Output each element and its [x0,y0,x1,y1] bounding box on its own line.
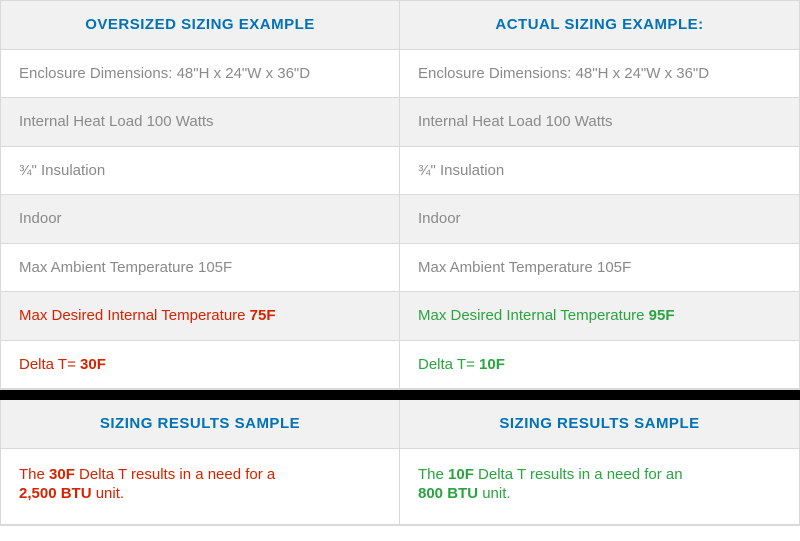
delta-prefix-left: Delta T= [19,356,80,373]
cell-indoor-left: Indoor [1,195,400,244]
row-results: The 30F Delta T results in a need for a … [1,449,799,525]
cell-heat-left: Internal Heat Load 100 Watts [1,98,400,147]
desired-prefix-left: Max Desired Internal Temperature [19,307,250,324]
res-left-2a: 2,500 BTU [19,485,92,502]
cell-dims-right: Enclosure Dimensions: 48"H x 24"W x 36"D [400,50,799,99]
cell-amb-left: Max Ambient Temperature 105F [1,244,400,293]
row-insulation: ¾" Insulation ¾" Insulation [1,147,799,196]
delta-value-left: 30F [80,356,106,373]
res-right-2b: unit. [478,485,511,502]
row-dimensions: Enclosure Dimensions: 48"H x 24"W x 36"D… [1,50,799,99]
sizing-comparison-table: OVERSIZED SIZING EXAMPLE ACTUAL SIZING E… [0,0,800,390]
row-heatload: Internal Heat Load 100 Watts Internal He… [1,98,799,147]
row-max-ambient: Max Ambient Temperature 105F Max Ambient… [1,244,799,293]
res-left-1c: Delta T results in a need for a [75,466,275,483]
cell-indoor-right: Indoor [400,195,799,244]
cell-ins-left: ¾" Insulation [1,147,400,196]
res-left-1a: The [19,466,49,483]
header-actual: ACTUAL SIZING EXAMPLE: [400,1,799,50]
cell-desired-right: Max Desired Internal Temperature 95F [400,292,799,341]
delta-value-right: 10F [479,356,505,373]
res-right-1c: Delta T results in a need for an [474,466,683,483]
cell-ins-right: ¾" Insulation [400,147,799,196]
black-divider [0,390,800,400]
cell-delta-left: Delta T= 30F [1,341,400,390]
res-right-1a: The [418,466,448,483]
row-max-desired-temp: Max Desired Internal Temperature 75F Max… [1,292,799,341]
res-left-1b: 30F [49,466,75,483]
row-delta-t: Delta T= 30F Delta T= 10F [1,341,799,390]
cell-result-left: The 30F Delta T results in a need for a … [1,449,400,525]
header-results-left: SIZING RESULTS SAMPLE [1,400,400,449]
header-oversized: OVERSIZED SIZING EXAMPLE [1,1,400,50]
sizing-results-table: SIZING RESULTS SAMPLE SIZING RESULTS SAM… [0,400,800,526]
cell-desired-left: Max Desired Internal Temperature 75F [1,292,400,341]
desired-value-right: 95F [649,307,675,324]
desired-value-left: 75F [250,307,276,324]
cell-delta-right: Delta T= 10F [400,341,799,390]
res-right-1b: 10F [448,466,474,483]
cell-result-right: The 10F Delta T results in a need for an… [400,449,799,525]
desired-prefix-right: Max Desired Internal Temperature [418,307,649,324]
res-left-2b: unit. [92,485,125,502]
header-results-right: SIZING RESULTS SAMPLE [400,400,799,449]
header-row-results: SIZING RESULTS SAMPLE SIZING RESULTS SAM… [1,400,799,449]
cell-amb-right: Max Ambient Temperature 105F [400,244,799,293]
header-row-1: OVERSIZED SIZING EXAMPLE ACTUAL SIZING E… [1,1,799,50]
delta-prefix-right: Delta T= [418,356,479,373]
cell-heat-right: Internal Heat Load 100 Watts [400,98,799,147]
cell-dims-left: Enclosure Dimensions: 48"H x 24"W x 36"D [1,50,400,99]
row-indoor: Indoor Indoor [1,195,799,244]
res-right-2a: 800 BTU [418,485,478,502]
